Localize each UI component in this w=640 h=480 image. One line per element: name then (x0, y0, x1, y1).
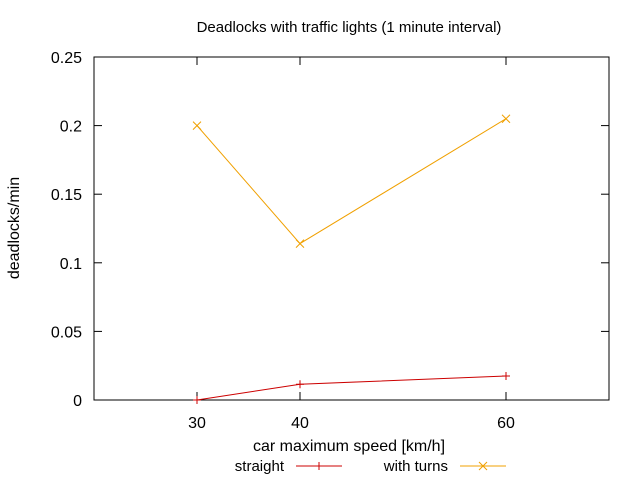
x-tick-label: 30 (188, 415, 206, 432)
x-axis-ticks: 30 40 60 (188, 57, 515, 432)
chart-title: Deadlocks with traffic lights (1 minute … (197, 19, 502, 36)
legend-marker (478, 461, 488, 471)
data-point (192, 121, 202, 130)
series-line (196, 118, 507, 245)
y-tick-label: 0.2 (60, 119, 82, 136)
series-layer (192, 114, 511, 404)
data-point (193, 396, 201, 404)
y-tick-label: 0.1 (60, 256, 82, 273)
y-axis-title: deadlocks/min (6, 177, 23, 279)
y-tick-label: 0.15 (51, 187, 82, 204)
y-tick-label: 0.25 (51, 50, 82, 67)
series-line (196, 375, 507, 401)
x-tick-label: 60 (497, 415, 515, 432)
data-point (295, 239, 305, 248)
data-point (501, 114, 511, 124)
y-tick-label: 0.05 (51, 324, 82, 341)
legend-label: with turns (383, 458, 448, 475)
plot-frame (93, 56, 610, 401)
legend: straight with turns (235, 458, 506, 475)
data-point (502, 371, 510, 380)
data-point (296, 380, 304, 389)
legend-marker (315, 462, 323, 470)
y-axis-ticks: 0 0.05 0.1 0.15 0.2 0.25 (51, 50, 609, 410)
legend-label: straight (235, 458, 285, 475)
x-tick-label: 40 (291, 415, 309, 432)
x-axis-title: car maximum speed [km/h] (253, 438, 445, 455)
y-tick-label: 0 (73, 393, 82, 410)
